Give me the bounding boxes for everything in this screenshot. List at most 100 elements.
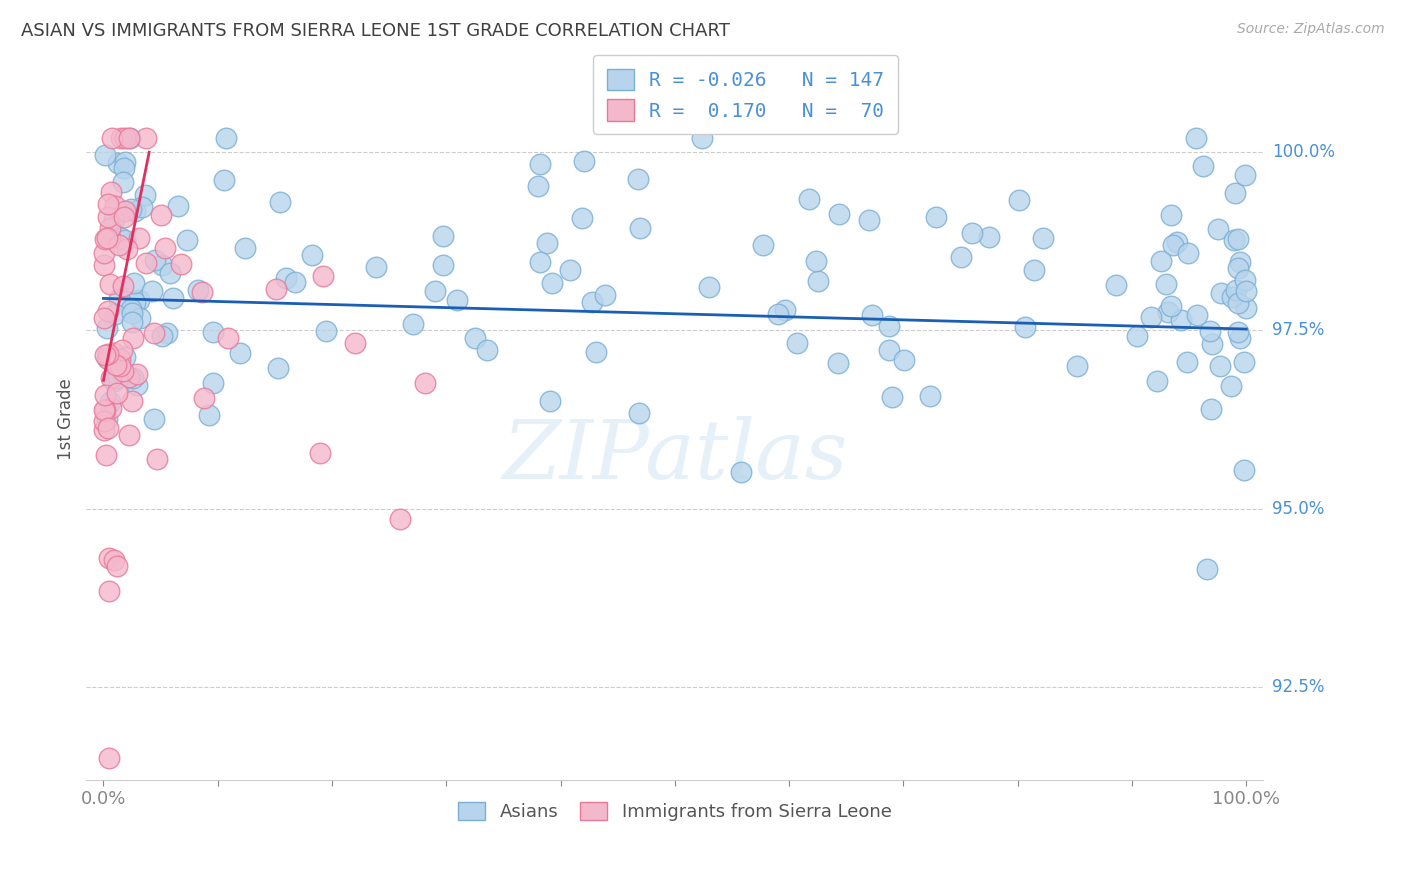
Point bbox=[107, 371, 129, 385]
Point bbox=[150, 329, 173, 343]
Point bbox=[135, 131, 157, 145]
Point bbox=[96, 411, 118, 425]
Point bbox=[1192, 159, 1215, 173]
Point bbox=[1208, 359, 1230, 373]
Point bbox=[1211, 286, 1233, 301]
Point bbox=[97, 197, 120, 211]
Point bbox=[343, 335, 366, 350]
Point bbox=[1175, 355, 1198, 369]
Point bbox=[100, 370, 122, 384]
Point bbox=[141, 284, 163, 298]
Point bbox=[103, 346, 125, 360]
Text: 92.5%: 92.5% bbox=[1272, 678, 1324, 696]
Point bbox=[627, 171, 650, 186]
Point bbox=[187, 284, 209, 298]
Point bbox=[581, 294, 603, 309]
Point bbox=[94, 232, 117, 246]
Point bbox=[464, 331, 486, 345]
Point bbox=[1226, 325, 1249, 339]
Point bbox=[1233, 463, 1256, 477]
Point bbox=[115, 242, 138, 256]
Point bbox=[134, 187, 156, 202]
Point bbox=[529, 255, 551, 269]
Point bbox=[110, 231, 132, 245]
Text: Source: ZipAtlas.com: Source: ZipAtlas.com bbox=[1237, 22, 1385, 37]
Point bbox=[1234, 301, 1257, 315]
Y-axis label: 1st Grade: 1st Grade bbox=[58, 379, 75, 460]
Point bbox=[274, 270, 297, 285]
Point bbox=[627, 406, 650, 420]
Point bbox=[98, 394, 121, 409]
Point bbox=[1177, 246, 1199, 260]
Point bbox=[94, 348, 117, 362]
Point bbox=[1226, 296, 1249, 310]
Point bbox=[1150, 254, 1173, 268]
Point bbox=[110, 131, 132, 145]
Point bbox=[893, 353, 915, 368]
Point bbox=[146, 451, 169, 466]
Point bbox=[593, 288, 616, 302]
Point bbox=[389, 512, 412, 526]
Point bbox=[110, 359, 132, 373]
Point bbox=[202, 376, 225, 390]
Point bbox=[1206, 222, 1229, 236]
Text: ASIAN VS IMMIGRANTS FROM SIERRA LEONE 1ST GRADE CORRELATION CHART: ASIAN VS IMMIGRANTS FROM SIERRA LEONE 1S… bbox=[21, 22, 730, 40]
Point bbox=[1225, 283, 1247, 297]
Point bbox=[1227, 260, 1250, 275]
Point bbox=[1154, 277, 1177, 292]
Point bbox=[312, 269, 335, 284]
Point bbox=[560, 262, 582, 277]
Point bbox=[628, 220, 651, 235]
Point bbox=[191, 285, 214, 300]
Point bbox=[773, 303, 796, 318]
Point bbox=[527, 178, 550, 193]
Point bbox=[156, 326, 179, 341]
Point bbox=[877, 319, 900, 334]
Point bbox=[402, 318, 425, 332]
Point bbox=[150, 208, 173, 222]
Point bbox=[697, 279, 720, 293]
Text: 100.0%: 100.0% bbox=[1272, 144, 1334, 161]
Point bbox=[877, 343, 900, 357]
Point bbox=[572, 154, 595, 169]
Point bbox=[1163, 238, 1185, 252]
Point bbox=[112, 175, 135, 189]
Point bbox=[112, 210, 135, 224]
Point bbox=[918, 389, 941, 403]
Point bbox=[1233, 354, 1256, 368]
Point bbox=[108, 238, 131, 252]
Point bbox=[176, 233, 198, 247]
Point bbox=[950, 251, 973, 265]
Point bbox=[730, 465, 752, 479]
Point bbox=[122, 331, 145, 345]
Point bbox=[1032, 231, 1054, 245]
Point bbox=[98, 277, 121, 291]
Point bbox=[111, 343, 134, 357]
Point bbox=[1014, 320, 1036, 334]
Point bbox=[827, 356, 849, 370]
Point bbox=[108, 292, 131, 306]
Point bbox=[98, 231, 121, 245]
Point bbox=[135, 255, 157, 269]
Point bbox=[121, 306, 143, 320]
Point bbox=[979, 230, 1001, 244]
Point bbox=[100, 401, 122, 415]
Point bbox=[112, 161, 135, 175]
Point bbox=[807, 274, 830, 288]
Point bbox=[93, 245, 115, 260]
Point bbox=[108, 351, 131, 366]
Point bbox=[121, 315, 143, 329]
Point bbox=[1223, 186, 1246, 200]
Point bbox=[114, 203, 136, 218]
Point bbox=[114, 155, 136, 169]
Point bbox=[96, 231, 118, 245]
Point bbox=[114, 131, 136, 145]
Point bbox=[100, 131, 122, 145]
Point bbox=[94, 448, 117, 462]
Point bbox=[364, 260, 387, 274]
Point bbox=[1199, 402, 1222, 417]
Point bbox=[1024, 263, 1046, 277]
Point bbox=[97, 210, 120, 224]
Point bbox=[315, 324, 337, 338]
Point bbox=[103, 553, 125, 567]
